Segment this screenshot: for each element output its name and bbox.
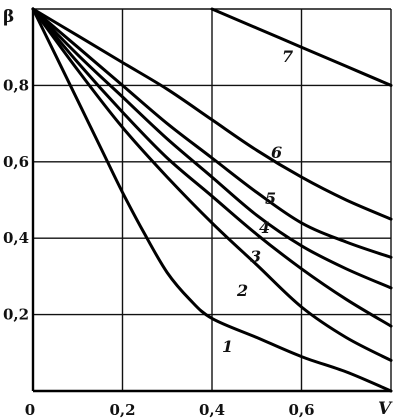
series-label-6: 6 bbox=[271, 143, 282, 162]
series-line-7 bbox=[210, 7, 393, 87]
series-line-5 bbox=[31, 7, 393, 259]
y-tick-label-2: 0,6 bbox=[3, 153, 29, 171]
x-tick-label-3: 0,6 bbox=[288, 401, 314, 419]
series-line-2 bbox=[31, 7, 393, 362]
series-line-1 bbox=[31, 7, 393, 393]
series-label-3: 3 bbox=[250, 247, 261, 266]
series-label-4: 4 bbox=[259, 218, 270, 237]
axes bbox=[31, 9, 391, 393]
x-tick-label-2: 0,4 bbox=[199, 401, 225, 419]
series-label-7: 7 bbox=[282, 47, 293, 66]
series-line-6 bbox=[31, 7, 393, 221]
x-tick-label-1: 0,2 bbox=[109, 401, 135, 419]
y-axis-label: β bbox=[3, 7, 14, 27]
y-tick-label-3: 0,8 bbox=[3, 76, 29, 94]
x-tick-label-0: 0 bbox=[25, 401, 35, 419]
y-tick-label-1: 0,4 bbox=[3, 229, 29, 247]
series-label-2: 2 bbox=[236, 281, 248, 300]
curves bbox=[31, 7, 393, 393]
x-axis-label: V bbox=[378, 399, 393, 419]
y-tick-label-0: 0,2 bbox=[3, 306, 29, 324]
series-line-4 bbox=[31, 7, 393, 290]
series-line-3 bbox=[31, 7, 393, 328]
series-label-5: 5 bbox=[265, 189, 276, 208]
series-label-1: 1 bbox=[222, 337, 233, 356]
